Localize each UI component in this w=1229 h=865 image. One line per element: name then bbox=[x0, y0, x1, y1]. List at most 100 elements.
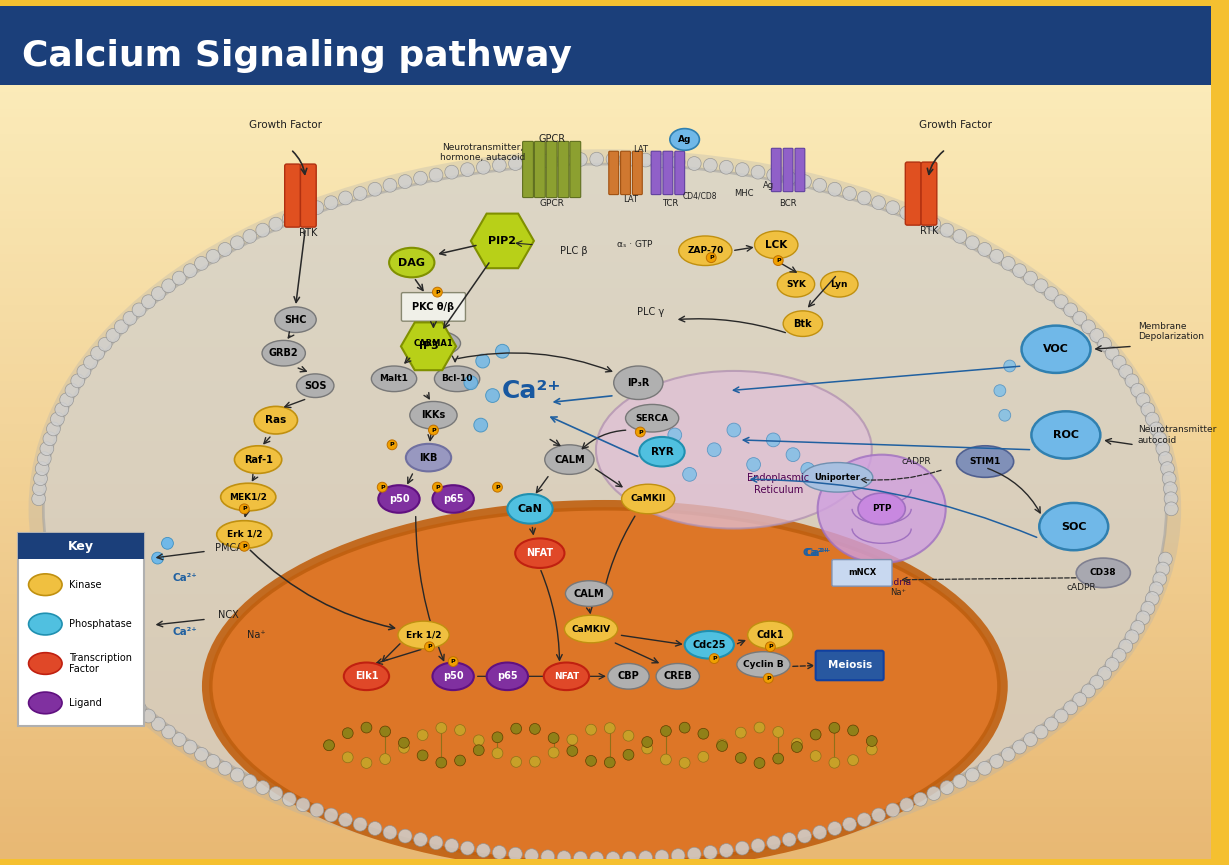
Circle shape bbox=[828, 822, 842, 836]
Circle shape bbox=[913, 792, 927, 806]
FancyBboxPatch shape bbox=[662, 151, 672, 195]
Circle shape bbox=[773, 727, 784, 737]
Circle shape bbox=[55, 402, 69, 416]
Ellipse shape bbox=[379, 485, 419, 513]
Ellipse shape bbox=[1021, 325, 1090, 373]
Circle shape bbox=[367, 183, 382, 196]
Circle shape bbox=[1118, 365, 1133, 378]
Bar bbox=[0, 807, 1211, 817]
Text: CD4/CD8: CD4/CD8 bbox=[682, 191, 717, 200]
Circle shape bbox=[747, 458, 761, 471]
Bar bbox=[0, 253, 1211, 263]
Ellipse shape bbox=[564, 615, 618, 643]
Circle shape bbox=[655, 850, 669, 863]
FancyBboxPatch shape bbox=[651, 151, 661, 195]
Bar bbox=[0, 466, 1211, 476]
Ellipse shape bbox=[371, 366, 417, 392]
Circle shape bbox=[151, 717, 165, 731]
Circle shape bbox=[339, 191, 353, 205]
Circle shape bbox=[77, 639, 91, 653]
Circle shape bbox=[1145, 413, 1159, 426]
Circle shape bbox=[324, 195, 338, 209]
Circle shape bbox=[728, 423, 741, 437]
Circle shape bbox=[755, 758, 764, 768]
Circle shape bbox=[557, 851, 571, 864]
Text: PMCA: PMCA bbox=[215, 543, 242, 554]
Circle shape bbox=[256, 223, 269, 237]
Bar bbox=[0, 561, 1211, 570]
Circle shape bbox=[361, 722, 372, 733]
Circle shape bbox=[866, 744, 878, 755]
Circle shape bbox=[493, 158, 506, 172]
Bar bbox=[0, 850, 1211, 860]
Ellipse shape bbox=[28, 150, 1181, 865]
Ellipse shape bbox=[398, 621, 450, 649]
Circle shape bbox=[461, 842, 474, 855]
Circle shape bbox=[606, 852, 619, 865]
Circle shape bbox=[1097, 667, 1111, 680]
Bar bbox=[0, 671, 1211, 681]
Circle shape bbox=[1145, 592, 1159, 606]
Circle shape bbox=[767, 433, 780, 447]
Ellipse shape bbox=[678, 236, 732, 266]
Text: P: P bbox=[775, 258, 780, 263]
Circle shape bbox=[717, 740, 728, 752]
Circle shape bbox=[230, 768, 245, 782]
Circle shape bbox=[343, 752, 353, 763]
Circle shape bbox=[1125, 630, 1139, 644]
Circle shape bbox=[709, 654, 719, 663]
Bar bbox=[0, 689, 1211, 698]
Circle shape bbox=[798, 175, 811, 189]
Bar bbox=[0, 313, 1211, 323]
Text: LAT: LAT bbox=[633, 144, 648, 154]
Bar bbox=[0, 569, 1211, 579]
Circle shape bbox=[41, 442, 54, 456]
FancyBboxPatch shape bbox=[546, 141, 557, 197]
Circle shape bbox=[1034, 725, 1048, 739]
Circle shape bbox=[1054, 709, 1068, 723]
Text: P: P bbox=[242, 544, 247, 548]
Ellipse shape bbox=[755, 231, 798, 259]
Text: STIM1: STIM1 bbox=[970, 457, 1000, 466]
Bar bbox=[0, 6, 1211, 16]
Circle shape bbox=[682, 467, 697, 481]
Ellipse shape bbox=[622, 484, 675, 514]
Circle shape bbox=[162, 279, 176, 292]
Circle shape bbox=[380, 726, 391, 737]
Bar bbox=[0, 714, 1211, 723]
Ellipse shape bbox=[1031, 412, 1100, 458]
Text: GPCR: GPCR bbox=[538, 134, 565, 144]
Circle shape bbox=[183, 740, 197, 754]
Circle shape bbox=[50, 592, 64, 606]
Circle shape bbox=[541, 154, 554, 168]
Ellipse shape bbox=[626, 405, 678, 432]
Circle shape bbox=[465, 376, 478, 389]
Bar bbox=[0, 32, 1211, 42]
Bar bbox=[0, 330, 1211, 340]
Circle shape bbox=[1013, 740, 1026, 754]
Circle shape bbox=[1136, 611, 1150, 625]
Text: CREB: CREB bbox=[664, 671, 692, 682]
Bar bbox=[0, 552, 1211, 561]
Text: NCX: NCX bbox=[219, 610, 238, 620]
Circle shape bbox=[913, 212, 927, 225]
Circle shape bbox=[525, 155, 538, 169]
Circle shape bbox=[660, 726, 671, 736]
FancyBboxPatch shape bbox=[675, 151, 685, 195]
Circle shape bbox=[1159, 552, 1172, 566]
Circle shape bbox=[141, 295, 155, 309]
Text: Phosphatase: Phosphatase bbox=[69, 619, 132, 629]
Circle shape bbox=[133, 303, 146, 317]
Ellipse shape bbox=[262, 341, 305, 366]
Text: cADPR: cADPR bbox=[1067, 583, 1096, 593]
Circle shape bbox=[1002, 747, 1015, 761]
Circle shape bbox=[1112, 649, 1126, 663]
Text: MEK1/2: MEK1/2 bbox=[230, 492, 267, 502]
Circle shape bbox=[605, 757, 616, 768]
Text: IP3: IP3 bbox=[419, 342, 439, 351]
Text: Bcl-10: Bcl-10 bbox=[441, 375, 473, 383]
Circle shape bbox=[812, 178, 827, 192]
Circle shape bbox=[84, 649, 97, 663]
Circle shape bbox=[1131, 620, 1144, 634]
Circle shape bbox=[495, 344, 509, 358]
